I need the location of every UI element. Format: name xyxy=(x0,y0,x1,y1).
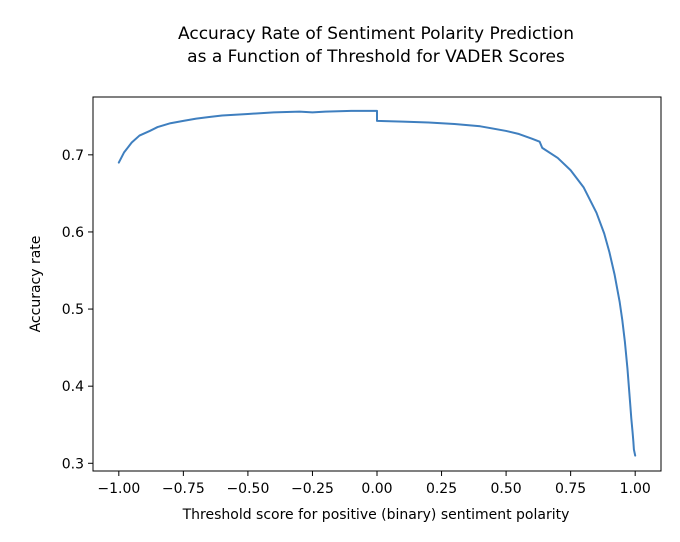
x-tick-label: 0.50 xyxy=(491,481,522,497)
y-tick-label: 0.4 xyxy=(62,379,84,395)
y-tick-label: 0.7 xyxy=(62,148,84,164)
y-tick-label: 0.5 xyxy=(62,302,84,318)
x-tick-label: −0.50 xyxy=(226,481,269,497)
chart-title-line-2: as a Function of Threshold for VADER Sco… xyxy=(187,47,565,67)
x-tick-label: 1.00 xyxy=(620,481,651,497)
y-axis-label: Accuracy rate xyxy=(28,236,44,333)
plot-area-frame xyxy=(92,96,662,472)
x-tick-label: −0.75 xyxy=(162,481,205,497)
x-tick-label: 0.75 xyxy=(555,481,586,497)
x-tick-label: 0.25 xyxy=(426,481,457,497)
x-axis-ticks: −1.00 −0.75 −0.50 −0.25 0.00 0.25 0.50 0.75 1.00 xyxy=(97,471,651,497)
y-axis-ticks: 0.3 0.4 0.5 0.6 0.7 xyxy=(62,148,93,472)
x-tick-label: −1.00 xyxy=(97,481,140,497)
chart-title-line-1: Accuracy Rate of Sentiment Polarity Pred… xyxy=(178,24,574,44)
y-tick-label: 0.6 xyxy=(62,225,84,241)
x-axis-label: Threshold score for positive (binary) se… xyxy=(182,507,570,523)
x-tick-label: −0.25 xyxy=(291,481,334,497)
y-tick-label: 0.3 xyxy=(62,456,84,472)
accuracy-line xyxy=(117,109,637,457)
x-tick-label: 0.00 xyxy=(361,481,392,497)
